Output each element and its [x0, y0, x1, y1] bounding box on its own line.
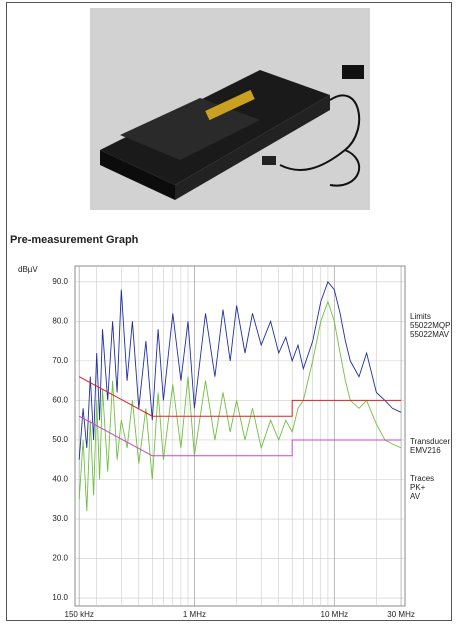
x-tick-label: 150 kHz	[65, 610, 94, 619]
y-tick-label: 30.0	[52, 514, 68, 523]
legend-entry: PK+	[410, 483, 426, 492]
x-tick-label: 30 MHz	[387, 610, 415, 619]
series-line	[79, 377, 401, 417]
series-line	[79, 416, 401, 456]
x-tick-label: 1 MHz	[183, 610, 206, 619]
legend-group: EMV216	[410, 446, 441, 455]
y-tick-label: 90.0	[52, 277, 68, 286]
legend-group: Transducer	[410, 437, 451, 446]
legend-group: Limits	[410, 312, 431, 321]
legend-entry: AV	[410, 492, 421, 501]
series-line	[79, 282, 401, 460]
y-tick-label: 80.0	[52, 316, 68, 325]
legend-group: Traces	[410, 474, 434, 483]
y-tick-label: 10.0	[52, 593, 68, 602]
y-tick-label: 40.0	[52, 475, 68, 484]
x-tick-label: 10 MHz	[321, 610, 349, 619]
y-axis-label: dBµV	[18, 265, 38, 274]
legend-entry: 55022MAV	[410, 330, 450, 339]
product-photo	[90, 8, 370, 210]
y-tick-label: 20.0	[52, 554, 68, 563]
y-tick-label: 50.0	[52, 435, 68, 444]
heading: Pre-measurement Graph	[10, 234, 139, 246]
legend-entry: 55022MQP	[410, 321, 450, 330]
page-svg: Pre-measurement Graph dBµV 10.0 20.0 30.0 4…	[0, 0, 459, 625]
y-tick-label: 70.0	[52, 356, 68, 365]
page: Pre-measurement Graph dBµV 10.0 20.0 30.0 4…	[0, 0, 459, 625]
y-tick-label: 60.0	[52, 396, 68, 405]
